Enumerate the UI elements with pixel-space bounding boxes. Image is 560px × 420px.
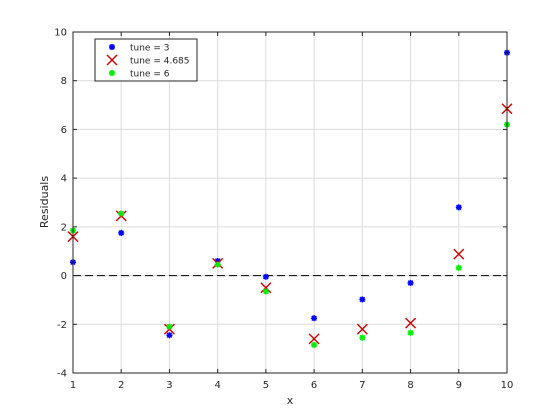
y-axis-label: Residuals xyxy=(38,176,51,228)
data-point-series-1 xyxy=(455,204,462,211)
data-point-series-2 xyxy=(405,317,417,329)
data-point-series-3 xyxy=(359,334,366,341)
data-point-series-3 xyxy=(118,210,125,217)
data-point-series-2 xyxy=(453,248,465,260)
plot-area xyxy=(73,32,507,373)
data-point-series-3 xyxy=(407,329,414,336)
x-tick-label: 2 xyxy=(118,380,124,391)
data-point-series-3 xyxy=(166,323,173,330)
data-point-series-2 xyxy=(308,333,320,345)
data-point-series-1 xyxy=(359,296,366,303)
legend-marker-2 xyxy=(106,54,118,66)
x-tick-label: 7 xyxy=(359,380,365,391)
y-tick-label: -4 xyxy=(57,369,67,380)
y-tick-label: 8 xyxy=(61,76,67,87)
data-point-series-1 xyxy=(311,315,318,322)
y-tick-label: 0 xyxy=(61,271,67,282)
legend: tune = 3 tune = 4.685 tune = 6 xyxy=(94,38,198,82)
legend-label-1: tune = 3 xyxy=(130,44,169,54)
data-point-series-1 xyxy=(118,229,125,236)
data-point-series-3 xyxy=(214,261,221,268)
y-tick-label: 4 xyxy=(61,174,67,185)
plot-frame xyxy=(72,31,508,374)
y-tick-label: 2 xyxy=(61,222,67,233)
data-point-series-1 xyxy=(407,279,414,286)
data-point-series-1 xyxy=(262,273,269,280)
x-tick-label: 10 xyxy=(501,380,514,391)
y-tick-label: -2 xyxy=(57,320,67,331)
legend-marker-1 xyxy=(109,44,115,50)
data-point-series-2 xyxy=(260,282,272,294)
data-point-series-3 xyxy=(262,288,269,295)
y-tick-label: 10 xyxy=(54,28,67,39)
legend-label-3: tune = 6 xyxy=(130,70,170,80)
x-axis-label: x xyxy=(287,394,294,407)
data-point-series-2 xyxy=(356,323,368,335)
x-tick-label: 6 xyxy=(311,380,317,391)
x-tick-label: 9 xyxy=(456,380,462,391)
data-point-series-3 xyxy=(455,264,462,271)
data-markers xyxy=(67,49,513,348)
x-tick-label: 3 xyxy=(166,380,172,391)
axis-ticks: 1 2 3 4 5 6 7 8 9 10 -4 -2 0 2 4 6 8 10 xyxy=(54,28,513,392)
x-tick-label: 8 xyxy=(407,380,413,391)
data-point-series-3 xyxy=(311,341,318,348)
y-tick-label: 6 xyxy=(61,125,67,136)
legend-label-2: tune = 4.685 xyxy=(130,57,190,67)
x-tick-label: 5 xyxy=(263,380,269,391)
legend-marker-3 xyxy=(109,70,115,76)
x-tick-label: 4 xyxy=(214,380,220,391)
x-tick-label: 1 xyxy=(70,380,76,391)
data-point-series-1 xyxy=(166,332,173,339)
